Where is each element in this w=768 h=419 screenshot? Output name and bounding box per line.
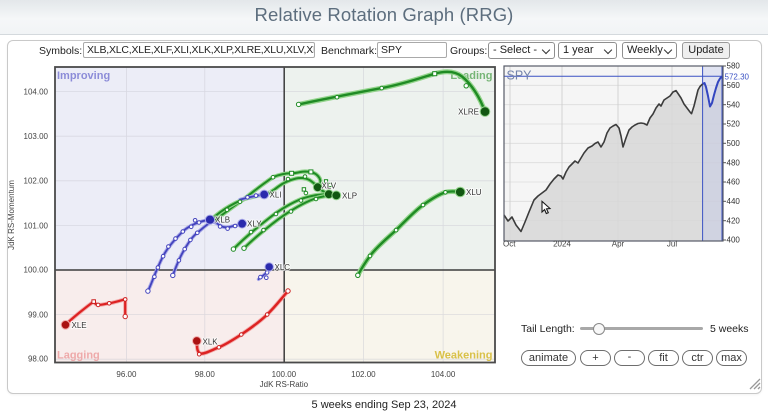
- svg-text:460: 460: [727, 178, 741, 187]
- svg-text:104.00: 104.00: [24, 88, 49, 97]
- svg-text:102.00: 102.00: [351, 370, 376, 379]
- svg-text:XLV: XLV: [322, 181, 337, 190]
- svg-text:XLB: XLB: [215, 216, 230, 225]
- svg-text:2024: 2024: [553, 240, 571, 249]
- svg-text:400: 400: [727, 236, 741, 245]
- svg-text:JdK RS-Ratio: JdK RS-Ratio: [260, 380, 309, 389]
- svg-text:103.00: 103.00: [24, 132, 49, 141]
- svg-text:SPY: SPY: [507, 69, 533, 83]
- svg-text:480: 480: [727, 158, 741, 167]
- svg-text:101.00: 101.00: [24, 221, 49, 230]
- svg-text:XLY: XLY: [247, 220, 262, 229]
- svg-text:560: 560: [727, 81, 741, 90]
- svg-text:JdK RS-Momentum: JdK RS-Momentum: [7, 180, 16, 250]
- svg-text:96.00: 96.00: [116, 370, 137, 379]
- svg-text:Weakening: Weakening: [435, 350, 493, 362]
- svg-text:XLU: XLU: [466, 188, 482, 197]
- svg-text:500: 500: [727, 139, 741, 148]
- svg-text:Lagging: Lagging: [57, 350, 100, 362]
- svg-text:540: 540: [727, 100, 741, 109]
- svg-text:XLE: XLE: [72, 321, 87, 330]
- svg-text:98.00: 98.00: [195, 370, 216, 379]
- svg-text:Oct: Oct: [503, 240, 516, 249]
- svg-text:XLI: XLI: [270, 191, 282, 200]
- svg-text:Jul: Jul: [667, 240, 677, 249]
- svg-text:100.00: 100.00: [272, 370, 297, 379]
- svg-text:99.00: 99.00: [28, 311, 49, 320]
- svg-text:XLP: XLP: [342, 192, 357, 201]
- svg-text:98.00: 98.00: [28, 354, 49, 363]
- svg-text:580: 580: [727, 62, 741, 71]
- svg-text:572.30: 572.30: [725, 72, 750, 81]
- svg-text:Improving: Improving: [57, 70, 110, 82]
- svg-text:XLRE: XLRE: [458, 108, 479, 117]
- svg-text:102.00: 102.00: [24, 177, 49, 186]
- svg-text:520: 520: [727, 120, 741, 129]
- svg-text:XLK: XLK: [203, 337, 219, 346]
- svg-text:104.00: 104.00: [431, 370, 456, 379]
- svg-text:XLC: XLC: [275, 263, 291, 272]
- svg-text:100.00: 100.00: [24, 266, 49, 275]
- svg-text:Apr: Apr: [612, 240, 625, 249]
- svg-text:420: 420: [727, 216, 741, 225]
- svg-text:440: 440: [727, 197, 741, 206]
